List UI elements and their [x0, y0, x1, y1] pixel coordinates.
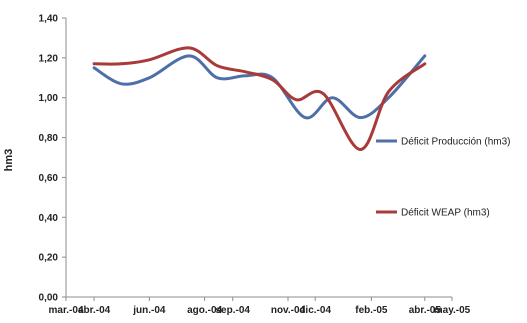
legend: Déficit Producción (hm3) Déficit WEAP (hm…	[376, 137, 510, 219]
x-tick-label: abr.-05	[409, 305, 442, 316]
x-tick-label: abr.-04	[78, 305, 111, 316]
y-tick-label: 1,20	[39, 53, 59, 64]
y-tick-label: 0,80	[39, 133, 59, 144]
y-tick-label: 0,40	[39, 213, 59, 224]
chart-axes	[65, 18, 452, 298]
y-tick-label: 1,00	[39, 93, 59, 104]
legend-entry: Déficit WEAP (hm3)	[401, 208, 490, 219]
x-tick-label: sep.-04	[215, 305, 250, 316]
y-tick-label: 1,40	[39, 14, 59, 25]
series-line-1	[92, 54, 427, 120]
x-tick-label: ago.-04	[187, 305, 222, 316]
x-tick-label: feb.-05	[355, 305, 388, 316]
y-tick-label: 0,00	[39, 293, 59, 304]
legend-entry: Déficit Producción (hm3)	[401, 137, 510, 148]
series-line-2	[92, 46, 427, 152]
x-tick-label: jun.-04	[132, 305, 166, 316]
x-tick-label: mar.-04	[48, 305, 83, 316]
y-axis-label: hm3	[3, 149, 15, 172]
x-tick-label: may.-05	[434, 305, 471, 316]
x-tick-label: dic.-04	[299, 305, 331, 316]
y-tick-label: 0,60	[39, 173, 59, 184]
y-tick-label: 0,20	[39, 253, 59, 264]
y-axis-ticks: 0,00 0,20 0,40 0,60 0,80 1,00 1,20 1,40	[39, 14, 66, 304]
series-lines	[92, 46, 427, 152]
x-tick-label: nov.-04	[271, 305, 306, 316]
